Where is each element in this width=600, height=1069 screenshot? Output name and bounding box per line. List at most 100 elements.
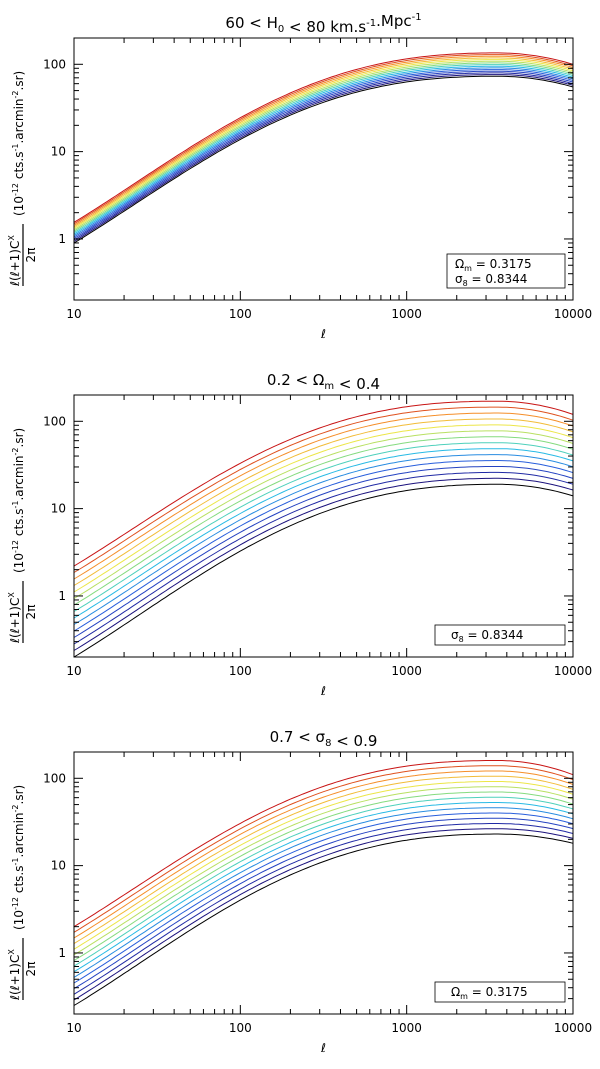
x-tick-label: 10 — [66, 307, 81, 321]
plot-frame — [73, 37, 574, 301]
series-line — [73, 802, 574, 973]
y-tick-label: 10 — [51, 502, 66, 516]
x-tick-label: 1000 — [391, 307, 422, 321]
series-line — [73, 406, 574, 573]
series-line — [73, 55, 574, 226]
x-tick-label: 10000 — [554, 307, 592, 321]
series-line — [73, 833, 574, 1006]
series-line — [73, 424, 574, 593]
series-line — [73, 812, 574, 984]
series-line — [73, 400, 574, 567]
series-line — [73, 817, 574, 990]
legend-entry: Ωm = 0.3175 — [451, 985, 528, 1001]
legend-box — [446, 253, 566, 289]
chart-panel-3: 0.7 < σ8 < 0.9 10 100 1000 10000 1 10 100 ℓ ℓ(ℓ+1… — [7, 728, 592, 1055]
x-axis-label: ℓ — [320, 684, 326, 698]
chart-panel-2: 0.2 < Ωm < 0.4 10 100 1000 10000 1 10 100 ℓ ℓ(ℓ+1… — [7, 371, 592, 698]
series-line — [73, 60, 574, 231]
legend: σ8 = 0.8344 — [434, 624, 566, 646]
series-line — [73, 477, 574, 651]
chart-title: 0.2 < Ωm < 0.4 — [267, 371, 380, 393]
series-line — [73, 69, 574, 238]
y-label-units: (10-12 cts.s-1.arcmin-2.sr) — [11, 428, 26, 573]
y-tick-label: 10 — [51, 859, 66, 873]
y-label-denominator: 2π — [24, 248, 38, 263]
x-tick-label: 10 — [66, 1021, 81, 1035]
x-tick-label: 10000 — [554, 1021, 592, 1035]
legend-entry: σ8 = 0.8344 — [455, 272, 527, 288]
y-label-numerator: ℓ(ℓ+1)CX — [7, 949, 22, 1001]
series-line — [73, 828, 574, 1001]
x-tick-label: 100 — [229, 664, 252, 678]
series-line — [73, 59, 574, 229]
y-tick-label: 100 — [43, 414, 66, 428]
series-line — [73, 460, 574, 632]
y-tick-label: 1 — [58, 946, 66, 960]
series-line — [73, 770, 574, 939]
series-line — [73, 775, 574, 945]
x-tick-label: 100 — [229, 1021, 252, 1035]
plot-frame — [73, 394, 574, 658]
series-line — [73, 412, 574, 580]
series-line — [73, 760, 574, 928]
chart-title: 0.7 < σ8 < 0.9 — [270, 728, 378, 750]
series-line — [73, 454, 574, 625]
series-line — [73, 70, 574, 239]
series-line — [73, 823, 574, 995]
series-line — [73, 786, 574, 956]
series-line — [73, 765, 574, 933]
y-label-units: (10-12 cts.s-1.arcmin-2.sr) — [11, 785, 26, 930]
series-line — [73, 466, 574, 638]
series-line — [73, 436, 574, 606]
series-line — [73, 796, 574, 967]
y-tick-label: 10 — [51, 145, 66, 159]
series-line — [73, 57, 574, 228]
series-group — [73, 400, 574, 658]
x-tick-label: 10 — [66, 664, 81, 678]
series-line — [73, 442, 574, 612]
y-label-numerator: ℓ(ℓ+1)CX — [7, 235, 22, 287]
series-group — [73, 52, 574, 244]
x-tick-label: 1000 — [391, 1021, 422, 1035]
y-label-numerator: ℓ(ℓ+1)CX — [7, 592, 22, 644]
series-line — [73, 72, 574, 241]
x-tick-label: 1000 — [391, 664, 422, 678]
y-tick-label: 1 — [58, 232, 66, 246]
series-line — [73, 791, 574, 961]
series-line — [73, 430, 574, 599]
x-tick-label: 100 — [229, 307, 252, 321]
series-line — [73, 54, 574, 225]
legend-box — [434, 981, 566, 1003]
legend-box — [434, 624, 566, 646]
y-label-denominator: 2π — [24, 605, 38, 620]
series-line — [73, 75, 574, 244]
legend: Ωm = 0.3175 — [434, 981, 566, 1003]
x-axis-label: ℓ — [320, 1041, 326, 1055]
y-label-denominator: 2π — [24, 962, 38, 977]
y-tick-label: 100 — [43, 771, 66, 785]
series-line — [73, 62, 574, 232]
y-tick-label: 1 — [58, 589, 66, 603]
series-group — [73, 760, 574, 1006]
chart-panel-1: 60 < H0 < 80 km.s-1.Mpc-1 10 100 1000 10000 1… — [7, 12, 592, 341]
series-line — [73, 483, 574, 658]
legend-entry: Ωm = 0.3175 — [455, 257, 532, 273]
x-tick-label: 10000 — [554, 664, 592, 678]
series-line — [73, 65, 574, 235]
series-line — [73, 74, 574, 242]
series-line — [73, 418, 574, 586]
series-line — [73, 64, 574, 234]
x-axis-label: ℓ — [320, 327, 326, 341]
series-line — [73, 471, 574, 645]
plot-frame — [73, 751, 574, 1015]
legend-entry: σ8 = 0.8344 — [451, 628, 523, 644]
y-tick-label: 100 — [43, 57, 66, 71]
series-line — [73, 67, 574, 237]
series-line — [73, 781, 574, 950]
series-line — [73, 448, 574, 619]
